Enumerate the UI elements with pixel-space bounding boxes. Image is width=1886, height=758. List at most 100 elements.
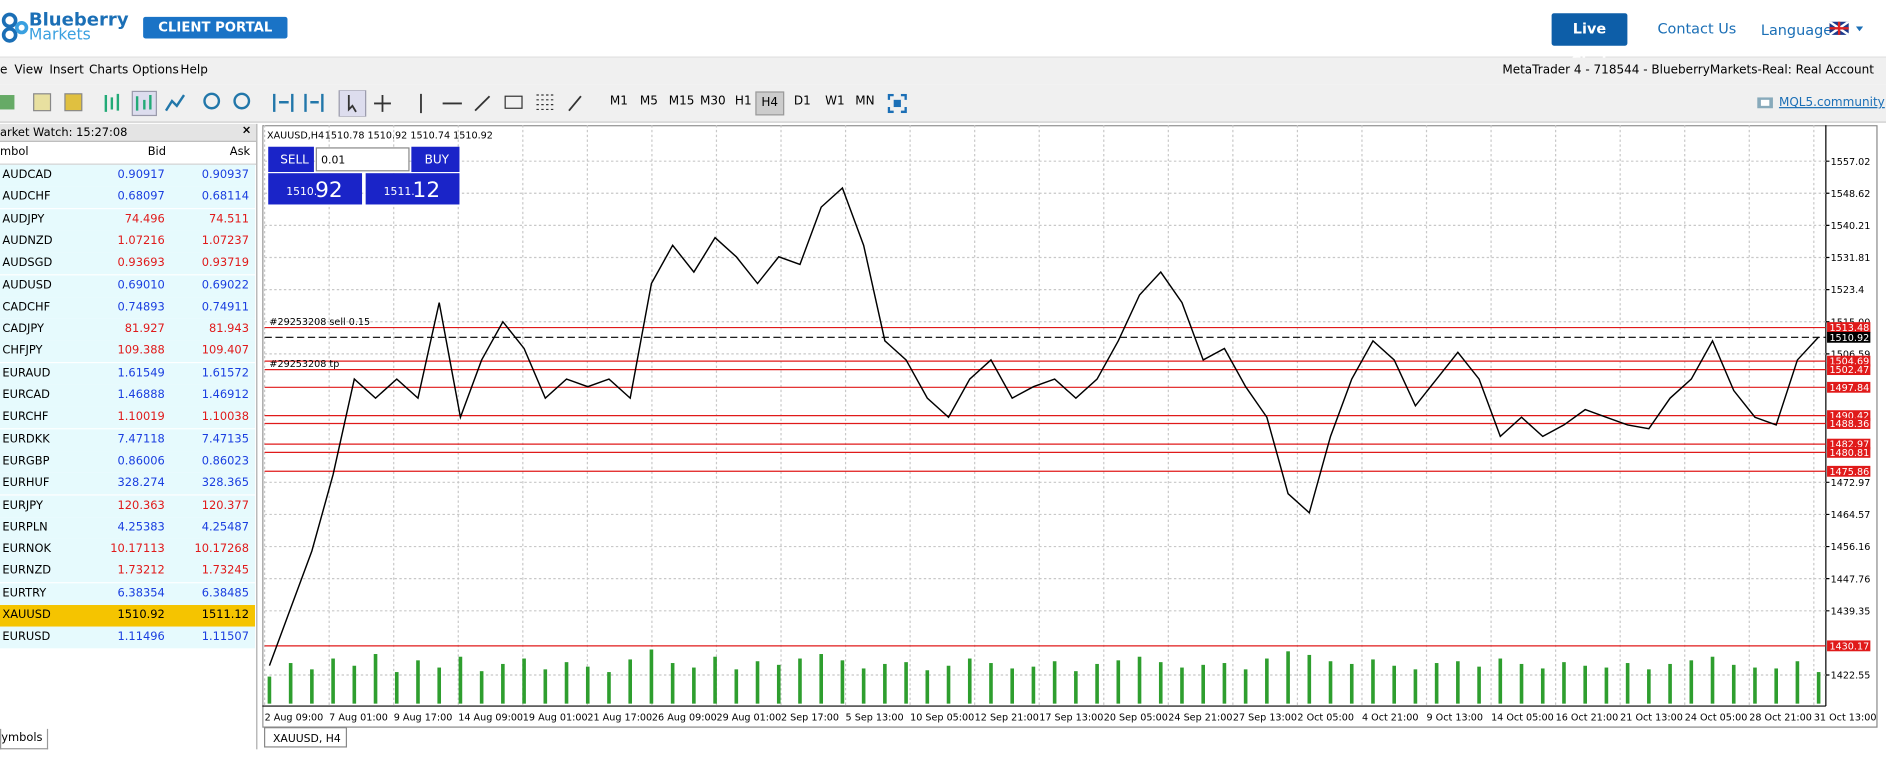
- y-tick-label: 1439.35: [1831, 606, 1871, 617]
- menu-item[interactable]: e: [0, 63, 8, 77]
- level-tag: [1827, 322, 1871, 333]
- x-tick-label: 29 Aug 01:00: [716, 712, 781, 723]
- live-chat-button[interactable]: Live Chat: [1551, 13, 1628, 70]
- timeframe-button[interactable]: D1: [793, 95, 811, 109]
- symbol: EURGBP: [2, 454, 50, 468]
- watch-row[interactable]: AUDCAD 0.90917 0.90937: [0, 164, 255, 188]
- volume-bar: [946, 665, 951, 704]
- menu-item[interactable]: Charts: [89, 63, 129, 77]
- buy-label: BUY: [425, 153, 450, 167]
- community-link[interactable]: MQL5.community: [1778, 96, 1885, 110]
- watch-row[interactable]: EURUSD 1.11496 1.11507: [0, 627, 255, 650]
- level-label: 1482.97: [1829, 440, 1869, 451]
- symbols-tab[interactable]: ymbols: [0, 728, 49, 750]
- ask: 0.90937: [201, 168, 249, 182]
- lot-input[interactable]: [315, 147, 410, 172]
- level-tag: [1827, 418, 1871, 429]
- watch-row[interactable]: EURNZD 1.73212 1.73245: [0, 560, 255, 584]
- watch-row[interactable]: AUDNZD 1.07216 1.07237: [0, 230, 255, 254]
- volume-bar: [692, 667, 696, 704]
- level-label: 1502.47: [1829, 365, 1869, 376]
- ask: 109.407: [201, 344, 249, 358]
- watch-row[interactable]: CHFJPY 109.388 109.407: [0, 340, 255, 364]
- volume-bar: [352, 665, 357, 704]
- watch-row[interactable]: EURJPY 120.363 120.377: [0, 494, 255, 518]
- level-label: 1490.42: [1829, 411, 1869, 422]
- ask: 1.46912: [201, 388, 249, 402]
- bid: 74.496: [124, 212, 165, 226]
- menu-item[interactable]: View: [14, 63, 43, 77]
- volume-bar: [1095, 663, 1099, 704]
- contact-link[interactable]: Contact Us: [1657, 20, 1737, 38]
- fullscreen-icon[interactable]: [887, 93, 907, 114]
- column-title[interactable]: Ask: [229, 145, 251, 159]
- watch-row[interactable]: AUDSGD 0.93693 0.93719: [0, 252, 255, 276]
- volume-bar: [607, 672, 611, 704]
- volume-bar: [1074, 671, 1078, 704]
- volume-bar: [1583, 665, 1587, 704]
- price-chart: 1557.021548.621540.211531.811523.41515.0…: [262, 125, 1878, 748]
- watch-row[interactable]: EURCHF 1.10019 1.10038: [0, 406, 255, 430]
- close-icon[interactable]: ×: [241, 123, 252, 138]
- symbol: EURPLN: [2, 520, 48, 534]
- watch-row[interactable]: EURAUD 1.61549 1.61572: [0, 362, 255, 386]
- watch-row[interactable]: EURGBP 0.86006 0.86023: [0, 450, 255, 474]
- watch-row[interactable]: EURTRY 6.38354 6.38485: [0, 582, 255, 606]
- volume-bar: [904, 662, 908, 704]
- bid: 10.17113: [110, 542, 165, 556]
- watch-row[interactable]: AUDUSD 0.69010 0.69022: [0, 274, 255, 298]
- volume-bar: [1158, 662, 1163, 704]
- bid: 1.10019: [117, 410, 165, 424]
- y-tick-label: 1523.4: [1831, 285, 1865, 296]
- toolbar: MQL5.community M1 M5 M15 M30 H1 H4 D1 W1 MN: [0, 84, 1886, 123]
- timeframe-button[interactable]: MN: [855, 95, 875, 109]
- bid-small: 92: [315, 178, 343, 203]
- timeframe-button[interactable]: H4: [755, 91, 785, 116]
- level-tag: [1827, 438, 1871, 450]
- tab-label[interactable]: ymbols: [1, 731, 43, 745]
- menu-item[interactable]: Help: [180, 63, 208, 77]
- level-tag: [1827, 446, 1871, 458]
- menu-item[interactable]: Options: [132, 63, 179, 77]
- timeframe-button[interactable]: M1: [609, 95, 628, 109]
- watch-row[interactable]: XAUUSD 1510.92 1511.12: [0, 605, 255, 628]
- column-title[interactable]: mbol: [0, 145, 29, 159]
- ask: 1.07237: [201, 234, 249, 248]
- bid: 7.47118: [117, 432, 165, 446]
- ask-small: 12: [413, 178, 441, 203]
- buy-button[interactable]: [411, 146, 460, 173]
- symbol: EURHUF: [2, 476, 50, 490]
- account-info: MetaTrader 4 - 718544 - BlueberryMarkets…: [1502, 63, 1874, 77]
- logo-text[interactable]: Markets: [28, 26, 91, 45]
- x-tick-label: 12 Sep 21:00: [975, 712, 1039, 723]
- watch-row[interactable]: EURPLN 4.25383 4.25487: [0, 516, 255, 540]
- volume-bar: [501, 663, 505, 704]
- volume-bar: [1052, 661, 1057, 704]
- watch-row[interactable]: EURCAD 1.46888 1.46912: [0, 384, 255, 408]
- chart-tab[interactable]: [264, 727, 348, 748]
- timeframe-button[interactable]: W1: [825, 95, 845, 109]
- order-label: #29253208 sell 0.15: [269, 317, 370, 328]
- logo-text[interactable]: Blueberry: [28, 8, 129, 31]
- watch-row[interactable]: CADCHF 0.74893 0.74911: [0, 296, 255, 320]
- timeframe-button[interactable]: M5: [639, 95, 658, 109]
- language-menu[interactable]: Language: [1760, 21, 1833, 39]
- watch-row[interactable]: CADJPY 81.927 81.943: [0, 318, 255, 342]
- timeframe-button[interactable]: H1: [734, 95, 752, 109]
- timeframe-button[interactable]: M15: [668, 95, 695, 109]
- timeframe-button[interactable]: M30: [700, 95, 726, 109]
- column-title[interactable]: Bid: [147, 145, 166, 159]
- bid: 6.38354: [117, 586, 165, 600]
- portal-button[interactable]: CLIENT PORTAL LOGIN: [143, 16, 288, 57]
- menu-item[interactable]: Insert: [49, 63, 84, 77]
- watch-row[interactable]: EURHUF 328.274 328.365: [0, 472, 255, 496]
- volume-bar: [1031, 666, 1036, 704]
- volume-bar: [1668, 663, 1672, 704]
- bid: 120.363: [117, 498, 165, 512]
- level-label: 1488.36: [1829, 419, 1869, 430]
- watch-row[interactable]: AUDJPY 74.496 74.511: [0, 208, 255, 232]
- sell-button[interactable]: [268, 146, 314, 173]
- watch-row[interactable]: EURDKK 7.47118 7.47135: [0, 428, 255, 452]
- watch-row[interactable]: AUDCHF 0.68097 0.68114: [0, 186, 255, 210]
- watch-row[interactable]: EURNOK 10.17113 10.17268: [0, 538, 255, 562]
